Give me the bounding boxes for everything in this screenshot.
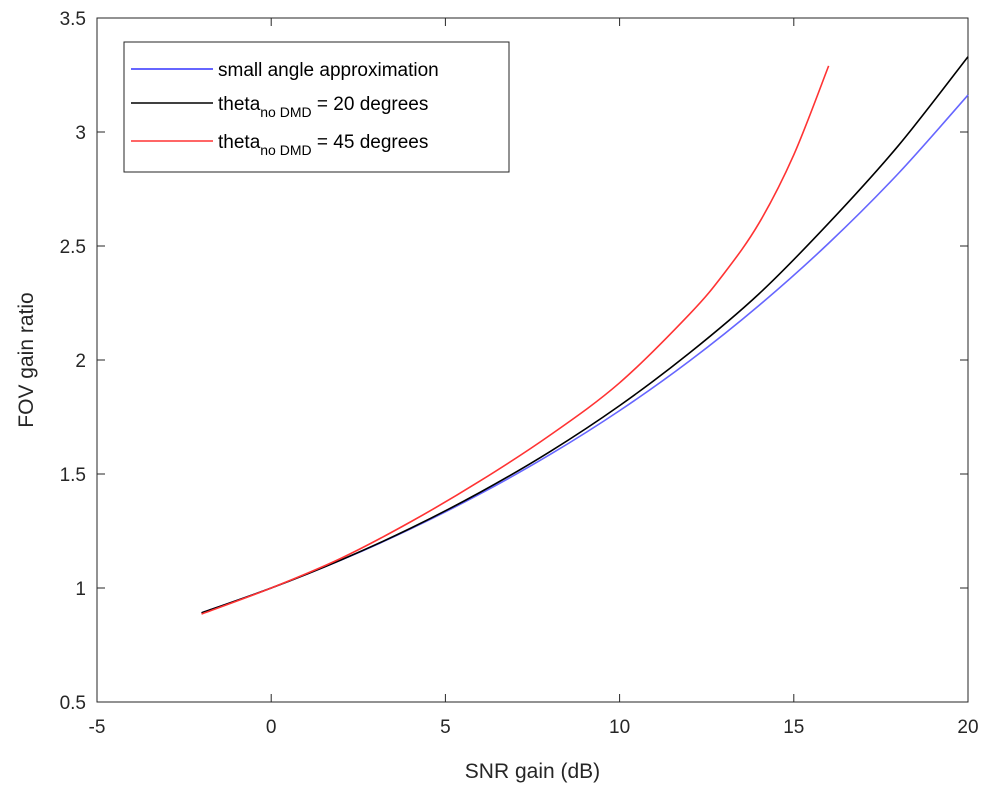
y-tick-label: 3.5 bbox=[60, 9, 86, 30]
legend-entry-theta-20: thetano DMD = 20 degrees bbox=[218, 94, 428, 120]
legend-entry-theta-45-main: theta bbox=[218, 132, 261, 153]
x-axis-ticks: -5 0 5 10 15 20 bbox=[89, 18, 979, 738]
legend-entry-theta-45: thetano DMD = 45 degrees bbox=[218, 132, 428, 158]
legend: small angle approximation thetano DMD = … bbox=[123, 41, 510, 173]
x-axis-label: SNR gain (dB) bbox=[465, 760, 600, 783]
legend-box bbox=[123, 41, 510, 173]
legend-entry-theta-45-subscript: no DMD bbox=[260, 142, 311, 158]
y-tick-label: 2 bbox=[75, 351, 86, 372]
legend-entry-theta-45-rest: = 45 degrees bbox=[312, 132, 429, 153]
x-tick-label: 0 bbox=[266, 717, 277, 738]
series-line-theta-20 bbox=[201, 56, 969, 614]
series-layer bbox=[201, 56, 969, 615]
x-tick-label: 20 bbox=[957, 717, 978, 738]
x-tick-label: -5 bbox=[89, 717, 106, 738]
y-axis-label: FOV gain ratio bbox=[15, 292, 38, 427]
y-tick-label: 3 bbox=[75, 123, 86, 144]
x-tick-label: 10 bbox=[609, 717, 630, 738]
y-axis-ticks: 0.5 1 1.5 2 2.5 3 3.5 bbox=[60, 9, 968, 714]
y-tick-label: 1 bbox=[75, 579, 86, 600]
legend-entry-small-angle: small angle approximation bbox=[218, 60, 439, 81]
y-tick-label: 0.5 bbox=[60, 693, 86, 714]
legend-entry-theta-20-rest: = 20 degrees bbox=[312, 94, 429, 115]
series-line-theta-45 bbox=[201, 65, 830, 615]
legend-entry-theta-20-main: theta bbox=[218, 94, 261, 115]
x-tick-label: 5 bbox=[440, 717, 451, 738]
y-tick-label: 2.5 bbox=[60, 237, 86, 258]
legend-entry-theta-20-subscript: no DMD bbox=[260, 104, 311, 120]
y-tick-label: 1.5 bbox=[60, 465, 86, 486]
x-tick-label: 15 bbox=[783, 717, 804, 738]
